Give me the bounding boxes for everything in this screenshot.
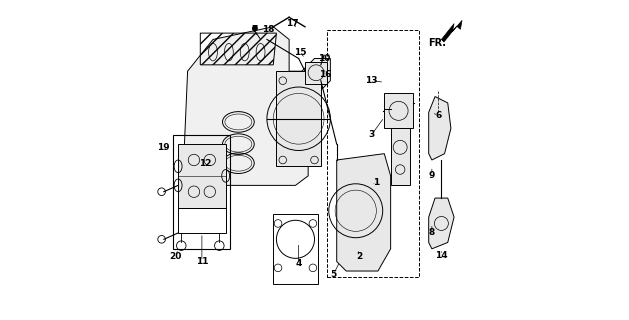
Bar: [174, 135, 230, 249]
Circle shape: [252, 26, 257, 31]
Text: FR.: FR.: [428, 38, 446, 48]
Text: 3: 3: [369, 130, 375, 139]
Polygon shape: [429, 97, 451, 160]
Text: 10: 10: [318, 54, 330, 63]
Text: 8: 8: [429, 228, 435, 237]
Bar: [305, 62, 327, 84]
Text: 17: 17: [286, 19, 299, 28]
Polygon shape: [178, 144, 226, 208]
Polygon shape: [429, 198, 454, 249]
Text: 11: 11: [196, 257, 208, 266]
Text: 1: 1: [373, 178, 379, 187]
Text: 7: 7: [251, 25, 257, 35]
Text: 14: 14: [435, 251, 448, 260]
Polygon shape: [184, 27, 330, 185]
Bar: [178, 208, 226, 233]
Bar: [384, 93, 413, 128]
Text: 15: 15: [294, 48, 306, 57]
Text: 9: 9: [429, 172, 435, 180]
Text: 19: 19: [157, 143, 169, 152]
Text: 6: 6: [435, 111, 442, 120]
Polygon shape: [276, 71, 321, 166]
Text: 4: 4: [296, 259, 302, 268]
Text: 20: 20: [169, 252, 182, 261]
Text: 5: 5: [330, 270, 337, 279]
Text: 13: 13: [365, 76, 378, 85]
Text: 18: 18: [262, 25, 275, 35]
Bar: [327, 30, 419, 277]
Text: 12: 12: [199, 159, 211, 168]
Bar: [273, 214, 318, 284]
Polygon shape: [337, 154, 391, 271]
Polygon shape: [442, 20, 462, 42]
Polygon shape: [391, 128, 409, 185]
Text: 2: 2: [356, 252, 362, 261]
Text: 16: 16: [320, 70, 332, 79]
